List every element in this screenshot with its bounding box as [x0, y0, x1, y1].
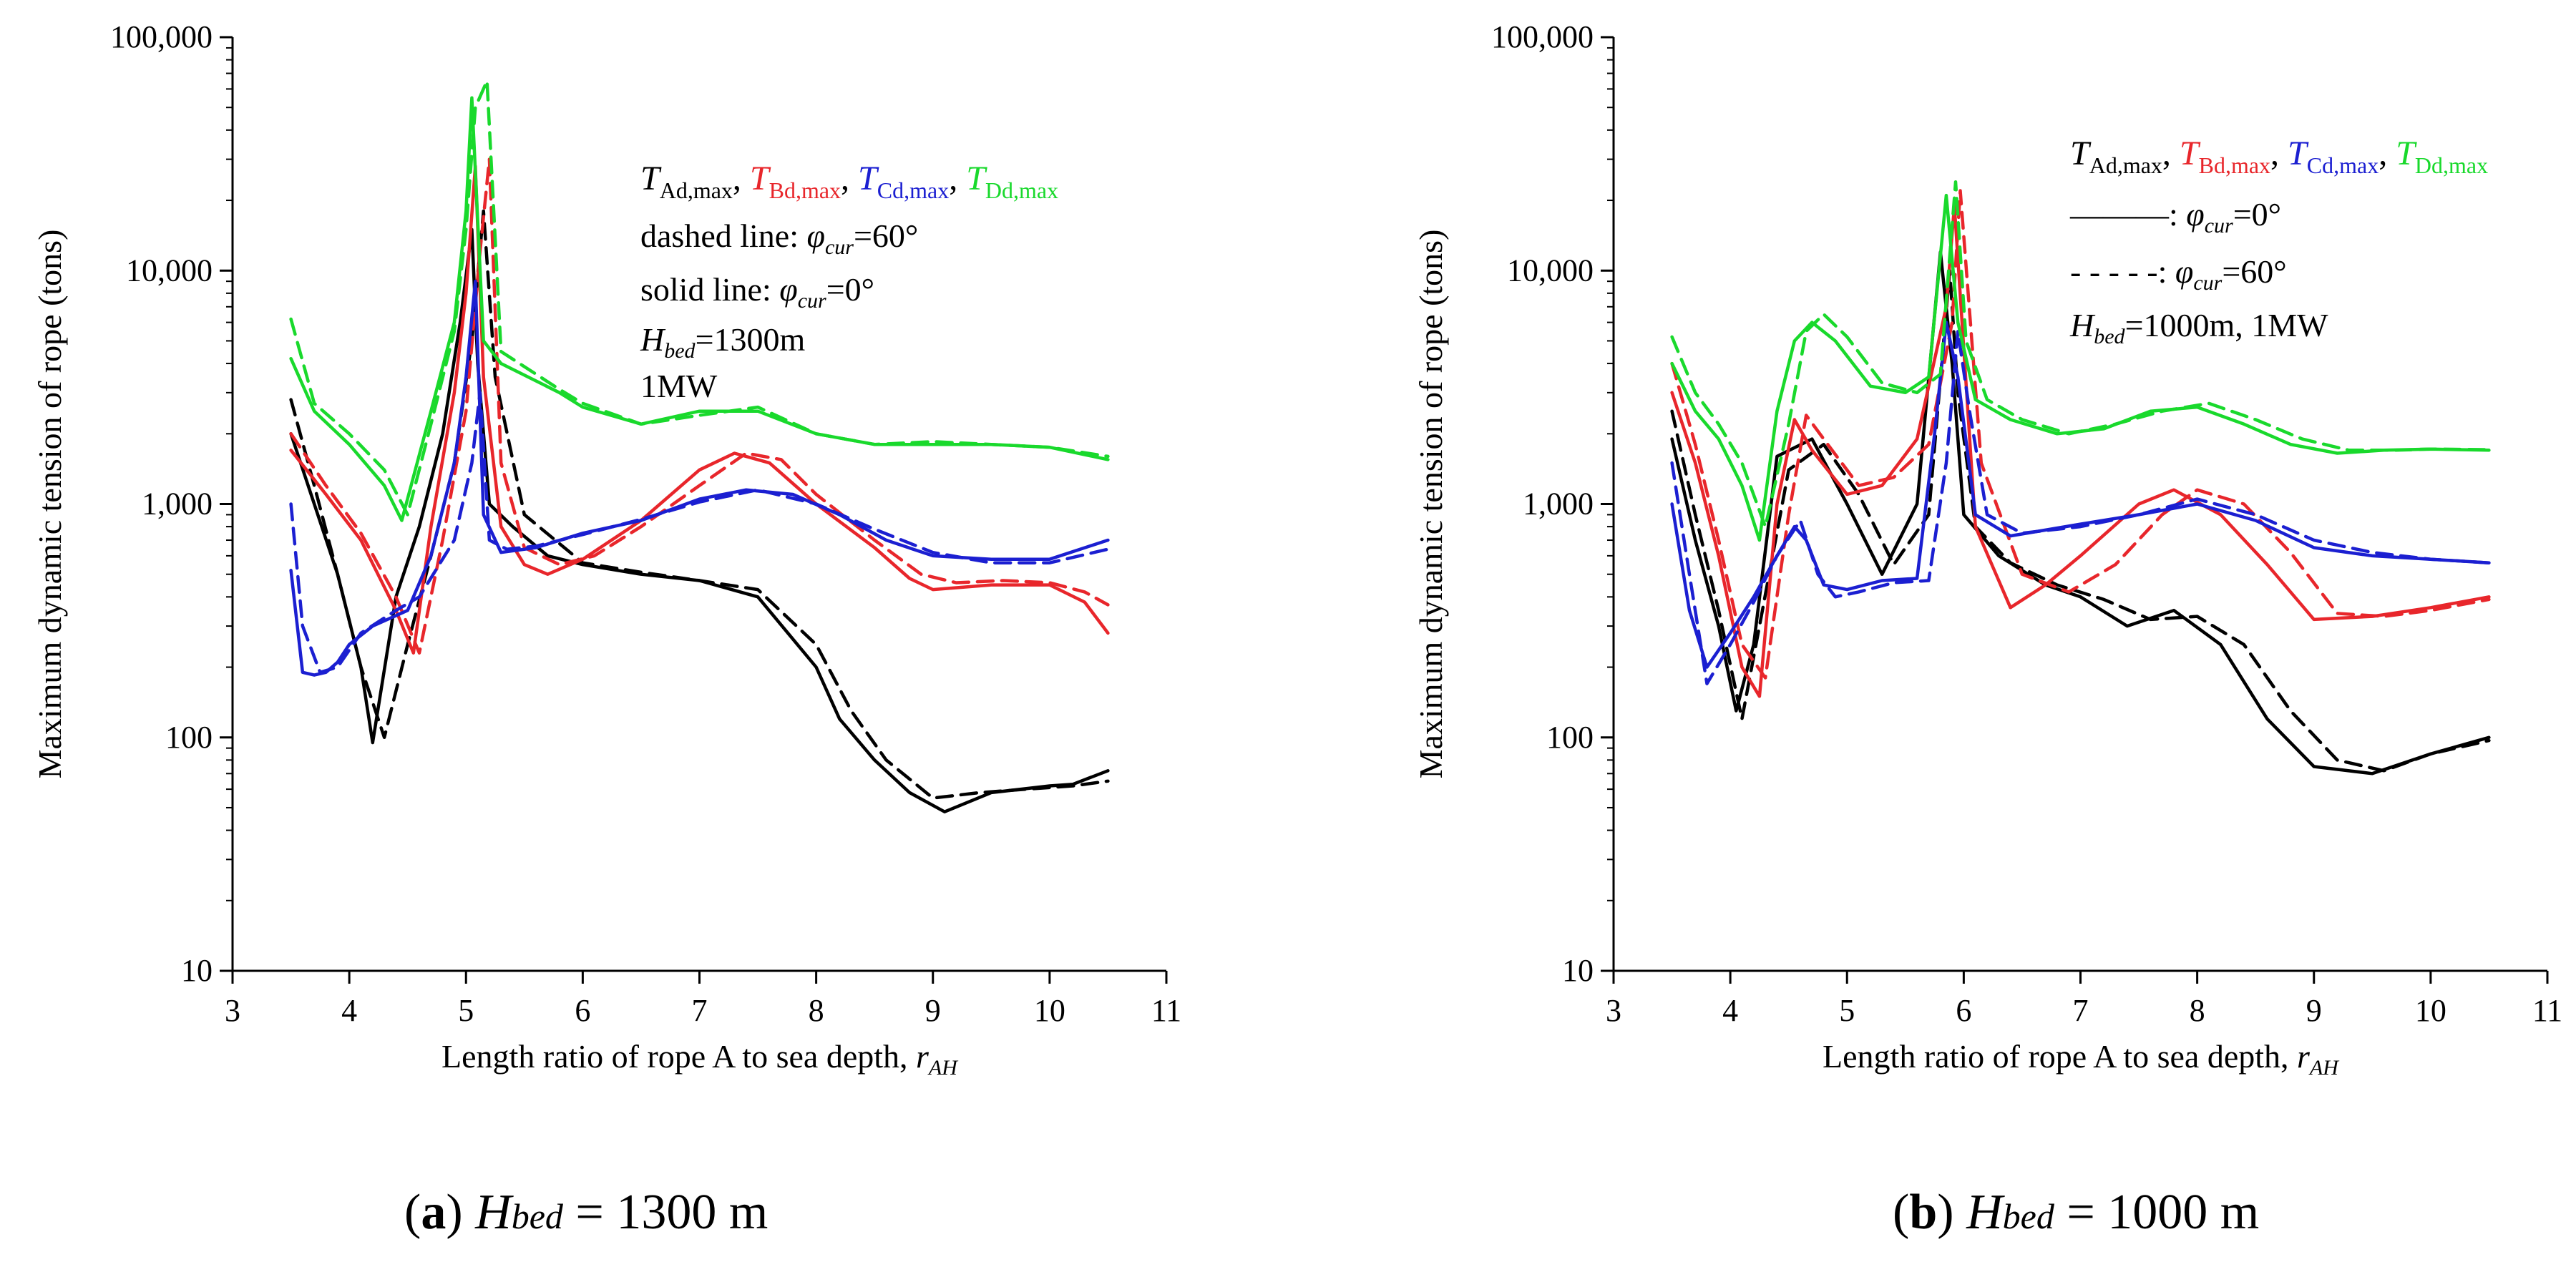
y-tick-label: 10,000 — [126, 253, 213, 288]
x-tick-label: 7 — [2073, 993, 2089, 1028]
series-3-dashed — [289, 157, 1110, 655]
y-tick-label: 1,000 — [1523, 486, 1594, 522]
y-tick-label: 100,000 — [1491, 19, 1594, 54]
series-7-dashed — [289, 79, 1110, 517]
legend-solid: solid line: φcur=0° — [640, 271, 874, 313]
x-tick-label: 7 — [692, 993, 708, 1028]
x-tick-label: 6 — [575, 993, 590, 1028]
x-tick-label: 9 — [2306, 993, 2322, 1028]
legend-solid: ———: φcur=0° — [2069, 196, 2281, 238]
series-7-dashed — [1670, 180, 2491, 529]
x-tick-label: 9 — [925, 993, 941, 1028]
x-tick-label: 5 — [458, 993, 474, 1028]
y-tick-label: 100,000 — [110, 19, 213, 54]
x-axis-label: Length ratio of rope A to sea depth, rAH — [1823, 1038, 2340, 1080]
y-tick-label: 10 — [1562, 953, 1594, 988]
series-4-solid — [289, 279, 1110, 677]
x-tick-label: 5 — [1839, 993, 1855, 1028]
y-axis-label: Maximum dynamic tension of rope (tons) — [1413, 230, 1449, 779]
caption-b: (b) Hbed = 1000 m — [1893, 1185, 2260, 1240]
y-tick-label: 10 — [181, 953, 213, 988]
y-tick-label: 100 — [1546, 720, 1594, 755]
legend-hbed: Hbed=1300m — [640, 321, 806, 363]
x-tick-label: 8 — [2190, 993, 2205, 1028]
series-6-solid — [289, 96, 1110, 522]
series-3-dashed — [1670, 189, 2491, 680]
x-tick-label: 6 — [1956, 993, 1971, 1028]
legend-series-labels: TAd,max, TBd,max, TCd,max, TDd,max — [640, 160, 1058, 203]
legend: TAd,max, TBd,max, TCd,max, TDd,max ———: φ… — [2069, 134, 2488, 348]
y-axis-label: Maximum dynamic tension of rope (tons) — [31, 230, 68, 779]
legend: TAd,max, TBd,max, TCd,max, TDd,max dashed… — [640, 160, 1058, 404]
series-5-dashed — [289, 391, 1110, 675]
y-tick-label: 100 — [165, 720, 213, 755]
series-0-solid — [289, 228, 1110, 813]
legend-dashed: dashed line: φcur=60° — [640, 217, 918, 259]
series-2-solid — [289, 165, 1110, 655]
x-tick-label: 11 — [2532, 993, 2562, 1028]
y-tick-label: 10,000 — [1507, 253, 1594, 288]
chart-panel-a: 3 4 5 6 7 8 9 10 11 10 100 1,000 10,000 100,000 Length… — [31, 19, 1181, 1080]
series-4-solid — [1670, 321, 2491, 669]
series-1-dashed — [1670, 269, 2491, 773]
x-tick-label: 10 — [1034, 993, 1065, 1028]
x-tick-label: 8 — [809, 993, 824, 1028]
series-1-dashed — [289, 209, 1110, 800]
x-tick-label: 4 — [1722, 993, 1738, 1028]
legend-dashed: - - - - -: φcur=60° — [2070, 253, 2287, 295]
caption-a: (a) Hbed = 1300 m — [404, 1185, 769, 1240]
x-tick-label: 11 — [1151, 993, 1181, 1028]
y-tick-label: 1,000 — [142, 486, 213, 522]
x-tick-label: 10 — [2415, 993, 2446, 1028]
legend-hbed: Hbed=1000m, 1MW — [2069, 307, 2328, 348]
chart-panel-b: 3 4 5 6 7 8 9 10 11 10 100 1,000 10,000 100,000 Length… — [1413, 19, 2562, 1080]
x-tick-label: 3 — [1606, 993, 1621, 1028]
legend-power: 1MW — [640, 368, 718, 404]
x-tick-label: 3 — [225, 993, 240, 1028]
x-axis-label: Length ratio of rope A to sea depth, rAH — [441, 1038, 959, 1080]
x-tick-label: 4 — [341, 993, 357, 1028]
legend-series-labels: TAd,max, TBd,max, TCd,max, TDd,max — [2070, 134, 2488, 178]
series-5-dashed — [1670, 329, 2491, 685]
